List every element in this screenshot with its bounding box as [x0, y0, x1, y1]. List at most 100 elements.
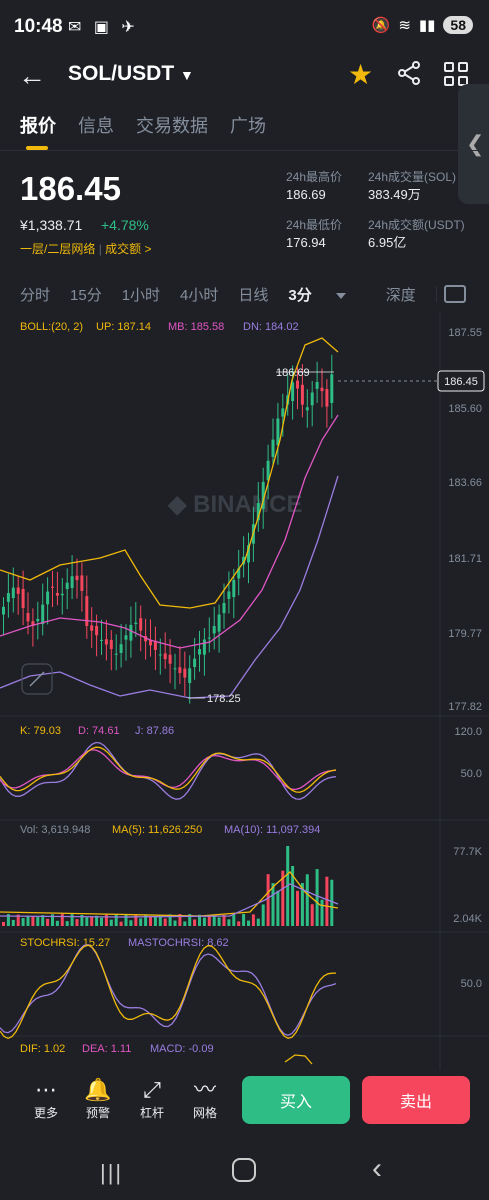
volume-bar	[109, 919, 113, 926]
status-time: 10:48	[14, 16, 63, 37]
battery-indicator: 58	[443, 16, 473, 34]
volume-bar	[193, 919, 197, 926]
interval-1d[interactable]: 日线	[238, 287, 269, 304]
candle-body	[2, 606, 5, 615]
side-panel-handle[interactable]: ❮	[458, 84, 489, 204]
volume-bar	[242, 914, 246, 926]
volume-bar	[21, 918, 25, 926]
tab-trade-data[interactable]: 交易数据	[136, 116, 208, 136]
tab-square[interactable]: 广场	[230, 116, 266, 136]
candle-body	[247, 545, 250, 563]
sell-button[interactable]: 卖出	[362, 1076, 470, 1124]
interval-time[interactable]: 分时	[20, 287, 51, 304]
boll-label: BOLL:(20, 2)	[20, 321, 83, 333]
kline-chart[interactable]: ◆ BINANCE BOLL:(20, 2) UP: 187.14 MB: 185.5…	[0, 312, 489, 1070]
volume-rank-link[interactable]: 成交额 >	[105, 242, 152, 256]
tab-info[interactable]: 信息	[78, 116, 114, 136]
volume-bar	[247, 920, 250, 926]
volume-bar	[198, 914, 201, 926]
vol-axis-tick: 2.04K	[453, 913, 482, 925]
candle-body	[300, 384, 304, 405]
stoch-axis-tick: 50.0	[461, 978, 482, 990]
interval-depth[interactable]: 深度	[385, 287, 416, 304]
low-marker-label: 178.25	[207, 693, 241, 705]
alert-button[interactable]: 🔔 预警	[76, 1076, 120, 1121]
candle-body	[139, 618, 143, 631]
high-label: 24h最高价	[286, 170, 343, 184]
mute-icon: 🔕	[371, 17, 391, 34]
chevron-down-icon: ▼	[180, 67, 194, 83]
volume-bar	[26, 915, 30, 926]
candle-body	[207, 637, 211, 639]
amount-label: 24h成交额(USDT)	[368, 218, 465, 232]
share-icon[interactable]	[396, 60, 422, 86]
pair-selector[interactable]: SOL/USDT ▼	[68, 62, 194, 86]
chart-settings-icon[interactable]	[444, 285, 466, 303]
low-value: 176.94	[286, 235, 326, 250]
volume-bar	[51, 914, 54, 926]
leverage-button[interactable]: ⤢ 杠杆	[130, 1076, 174, 1121]
layer-network-link[interactable]: 一层/二层网络	[20, 242, 96, 256]
grid-trade-label: 网格	[192, 1106, 217, 1120]
boll-mb-line	[0, 414, 339, 649]
price-axis-tick: 177.82	[448, 701, 482, 713]
candle-body	[256, 503, 260, 521]
interval-15m[interactable]: 15分	[70, 287, 102, 304]
candle-body	[320, 387, 324, 392]
candle-body	[114, 653, 118, 655]
volume-bar	[158, 915, 162, 926]
buy-button[interactable]: 买入	[242, 1076, 350, 1124]
home-icon[interactable]	[232, 1158, 256, 1182]
favorite-star-icon[interactable]: ★	[348, 59, 374, 90]
volume-bar	[90, 916, 94, 926]
volume-bar	[266, 874, 270, 926]
back-arrow-icon[interactable]: ←	[18, 60, 46, 91]
price-axis-tick: 183.66	[448, 477, 482, 489]
volume-bar	[256, 918, 260, 926]
candle-body	[281, 408, 285, 417]
grid-trade-button[interactable]: 〰 网格	[183, 1076, 227, 1121]
more-button[interactable]: ⋯ 更多	[24, 1076, 68, 1121]
boll-up-line	[0, 337, 339, 609]
stochrsi-line	[0, 944, 337, 1040]
kdj-j-line	[0, 741, 337, 800]
recent-apps-icon[interactable]: |||	[100, 1160, 124, 1185]
macd-value: MACD: -0.09	[150, 1043, 214, 1055]
more-icon: ⋯	[35, 1077, 57, 1102]
candle-body	[193, 658, 197, 668]
volume-bar	[36, 917, 40, 926]
volume-bar	[70, 914, 74, 926]
boll-dn: DN: 184.02	[243, 321, 299, 333]
volume-bar	[222, 914, 226, 926]
interval-1h[interactable]: 1小时	[121, 287, 161, 304]
candle-body	[158, 654, 162, 656]
interval-3m[interactable]: 3分	[288, 284, 365, 305]
volume-value: 383.49万	[368, 187, 421, 202]
volume-bar	[261, 904, 265, 926]
candle-body	[227, 591, 231, 599]
volume-bar	[95, 915, 99, 926]
candle-body	[330, 374, 334, 403]
volume-bar	[310, 904, 314, 926]
volume-bar	[134, 914, 138, 926]
volume-bar	[139, 918, 143, 926]
candle-body	[31, 621, 35, 626]
candle-body	[104, 639, 108, 645]
candle-body	[26, 613, 30, 622]
macd-dif-line	[284, 1054, 313, 1065]
volume-bar	[85, 917, 89, 926]
tab-quote[interactable]: 报价	[20, 112, 56, 150]
stats-right: 24h成交量(SOL) 383.49万 24h成交额(USDT) 6.95亿	[368, 168, 465, 264]
candle-body	[55, 592, 59, 596]
candle-body	[173, 668, 177, 670]
candle-body	[95, 626, 99, 636]
candle-body	[46, 591, 50, 605]
binance-watermark: ◆ BINANCE	[167, 491, 302, 518]
candle-body	[124, 635, 128, 640]
interval-4h[interactable]: 4小时	[180, 287, 219, 304]
layout-grid-icon[interactable]	[444, 62, 468, 86]
volume-bar	[129, 920, 133, 926]
nav-back-icon[interactable]: ‹	[372, 1152, 382, 1185]
volume-bar	[217, 917, 221, 926]
vol-ma10: MA(10): 11,097.394	[224, 824, 320, 836]
